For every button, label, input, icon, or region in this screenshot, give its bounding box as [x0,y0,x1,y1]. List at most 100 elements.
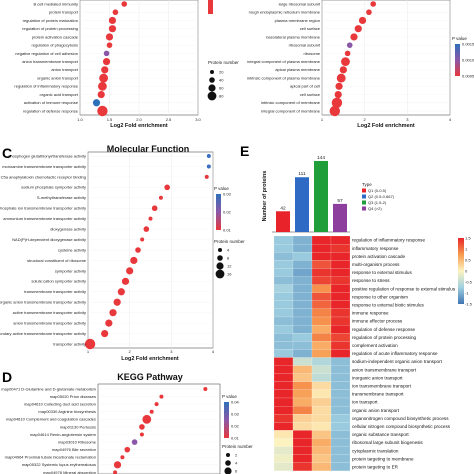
panel-c-molecular-function: C Molecular Function phosphogen glutathi… [0,144,245,362]
panel-a-grid [79,0,199,115]
d-colorbar-tick: 0.02 [231,424,240,429]
e-heatmap-cell [311,252,332,261]
c-term-label: active transmembrane transporter activit… [13,310,86,315]
panel-b-grid [321,0,451,115]
d-colorbar-tick: 0.03 [231,412,240,417]
e-bar-value: 57 [337,198,343,204]
e-heatmap-cell [311,268,332,277]
e-heatmap-row-label: response to stress [352,278,390,283]
e-heatmap-cell [273,414,294,423]
a-x-tick-label: 2.0 [136,117,142,122]
c-term-label: symporter activity [55,268,86,273]
e-heatmap-cell [273,389,294,399]
d-size-legend-dot [225,460,231,466]
e-heatmap-cell [273,462,294,471]
b-term-label: cell surface [300,92,321,97]
e-heatmap-row-label: cellular nitrogen compound biosynthetic … [352,424,451,429]
e-heatmap-row-label: sodium-independent organic anion transpo… [352,359,443,364]
e-legend-label: Q3 (1.5-2) [368,200,387,205]
e-heatmap-cell [330,292,351,301]
panel-c-title: Molecular Function [107,144,190,154]
e-heatmap-cell [330,397,351,407]
a-x-tick-label: 1.0 [77,117,83,122]
a-size-legend-dot [208,84,216,92]
panel-a-term-labels: B cell mediated immunity protein transpor… [14,1,78,113]
e-heatmap-cell [311,357,332,366]
d-dot [124,446,131,453]
e-heatmap-cell [292,308,313,318]
c-term-label: anion transmembrane transporter activity [13,321,86,326]
b-x-tick-label: 3 [406,117,409,122]
e-heatmap-cell [311,284,332,293]
d-term-label: map05020 Prion diseases [50,394,96,399]
e-heatmap-cell [330,268,351,277]
c-dot [135,247,141,253]
e-legend-label: Q4 (>2) [368,206,382,211]
e-heatmap-cell [273,454,294,463]
b-dot [350,33,358,41]
e-heatmap-cell [273,333,294,342]
c-dot [204,174,209,179]
e-heatmap-cell [330,430,351,439]
e-heatmap-cell [330,373,351,382]
panel-b-colorbar [455,44,460,76]
e-heatmap-cell [311,397,332,407]
e-heatmap-cell [273,357,294,366]
d-dot [139,424,145,430]
e-heatmap-cell [273,446,294,455]
a-term-label: activation of immune response [24,100,79,105]
e-heatmap-cell [330,244,351,253]
e-heatmap-cell [330,308,351,318]
d-term-label: map03010 Ribosome [58,439,97,444]
b-term-label: ribosomal subunit [289,43,321,48]
d-colorbar-tick: 0.04 [231,400,240,405]
panel-c-size-legend-title: Protein number [214,239,245,244]
d-dot [159,394,164,399]
e-heatmap-cell [292,414,313,423]
e-legend-label: Q1 (0-0.5) [368,188,387,193]
d-term-label: map04610 Complement and coagulation casc… [6,417,96,422]
c-dot [151,205,158,212]
b-term-label: intrinsic component of plasma membrane [247,75,321,80]
e-heatmap-row-label: ribosomal large subunit biogenesis [352,440,423,445]
panel-c-size-legend: 4 8 12 16 [215,248,232,279]
e-bar [276,211,290,232]
b-dot [341,57,350,67]
e-heatmap-cell [311,341,332,350]
e-heatmap-cell [330,357,351,366]
e-heatmap-cell [273,349,294,358]
e-heatmap-cell [292,430,313,439]
c-dot [143,226,150,232]
e-heatmap-cell [311,414,332,423]
c-term-label: structural constituent of ribosome [27,258,87,263]
e-heatmap-cell [292,260,313,269]
e-heatmap-cell [330,325,351,334]
e-heatmap-cell [292,341,313,350]
b-term-label: apical plasma membrane [275,67,320,72]
a-dot [108,16,117,25]
a-dot [97,90,105,99]
b-term-label: large ribosomal subunit [279,1,321,6]
e-heatmap-cell [311,438,332,447]
e-colorbar-tick: -1 [465,291,469,296]
e-heatmap-cell [292,268,313,277]
panel-d-colorbar-title: P value [222,394,237,399]
c-term-label: transmembrane transporter activity [24,289,86,294]
e-heatmap-cell [330,414,351,423]
d-dot [113,470,118,474]
a-size-legend-dot [210,70,214,74]
a-dot [101,66,109,74]
e-heatmap-cell [311,365,332,374]
e-heatmap-row-label: immune effector process [352,319,403,324]
a-dot [99,73,108,83]
panel-c-x-ticks: 1 2 3 4 [87,349,215,354]
e-heatmap-cell [273,365,294,374]
e-heatmap-cell [292,300,313,309]
panel-c-colorbar [216,194,221,230]
e-heatmap-row-label: regulation of acute inflammatory respons… [352,351,438,356]
e-legend-swatch [362,206,366,211]
d-term-label: map04978 Mineral absorption [43,470,96,474]
b-dot [331,97,343,108]
c-size-legend-label: 16 [227,272,232,277]
a-term-label: anion transmembrane transport [22,59,79,64]
